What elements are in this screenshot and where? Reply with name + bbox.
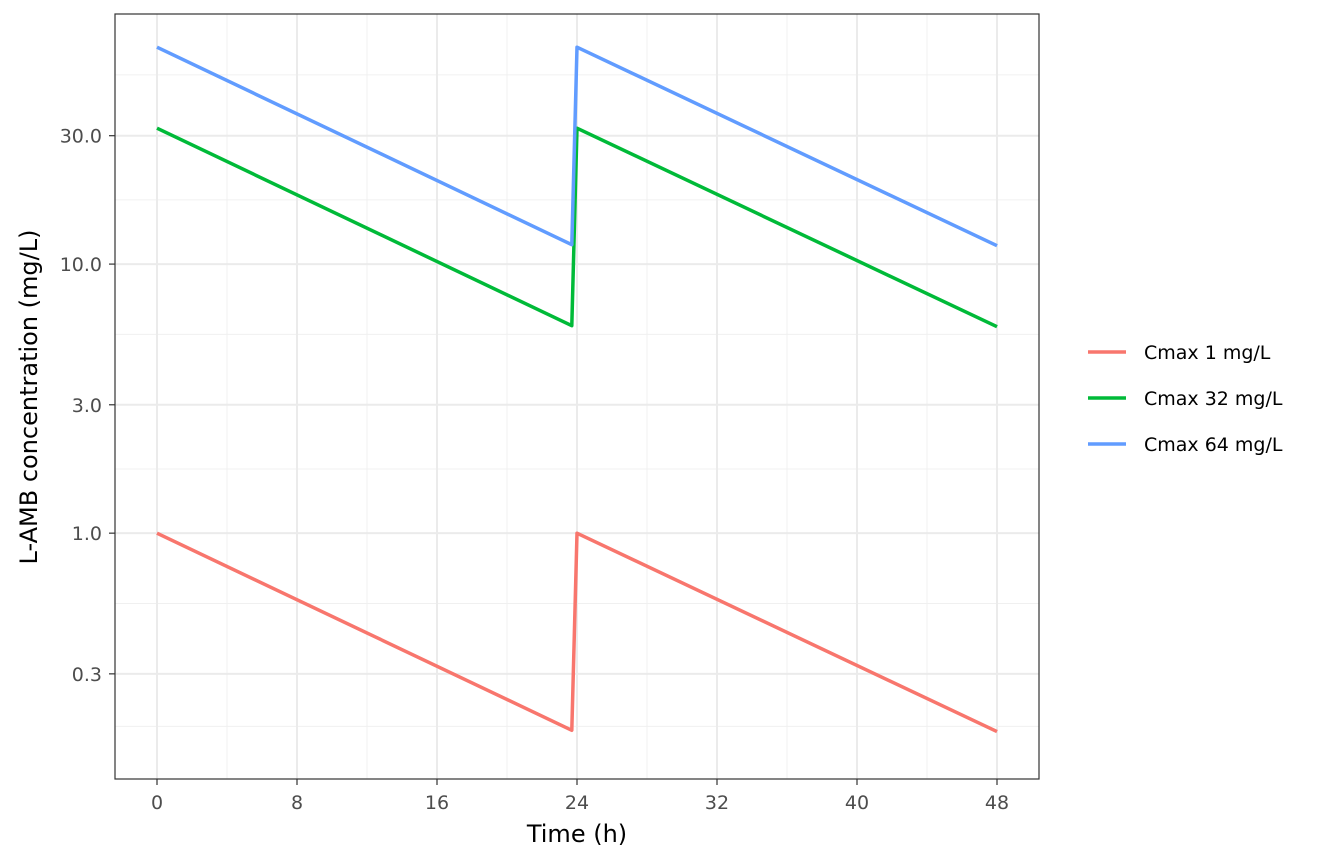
y-axis: 0.3 1.0 3.0 10.0 30.0 [60, 126, 115, 686]
y-tick-label: 1.0 [72, 523, 102, 545]
y-tick-label: 10.0 [60, 254, 102, 276]
y-tick-label: 30.0 [60, 126, 102, 148]
y-tick-label: 0.3 [72, 664, 102, 686]
x-tick-label: 16 [425, 792, 449, 814]
x-tick-label: 0 [151, 792, 163, 814]
x-tick-label: 40 [845, 792, 869, 814]
x-tick-label: 24 [565, 792, 589, 814]
x-axis: 0 8 16 24 32 40 48 [151, 779, 1009, 814]
legend-label: Cmax 64 mg/L [1144, 434, 1283, 456]
y-tick-label: 3.0 [72, 395, 102, 417]
x-tick-label: 8 [291, 792, 303, 814]
legend-label: Cmax 1 mg/L [1144, 342, 1271, 364]
series-line [156, 531, 998, 734]
x-tick-label: 48 [985, 792, 1009, 814]
series-line [156, 126, 998, 329]
series-line [156, 45, 998, 248]
y-axis-title: L-AMB concentration (mg/L) [15, 230, 43, 565]
legend-label: Cmax 32 mg/L [1144, 388, 1283, 410]
x-axis-title: Time (h) [526, 820, 627, 848]
x-tick-label: 32 [705, 792, 729, 814]
series-lines [156, 45, 998, 734]
legend: Cmax 1 mg/L Cmax 32 mg/L Cmax 64 mg/L [1088, 342, 1283, 456]
